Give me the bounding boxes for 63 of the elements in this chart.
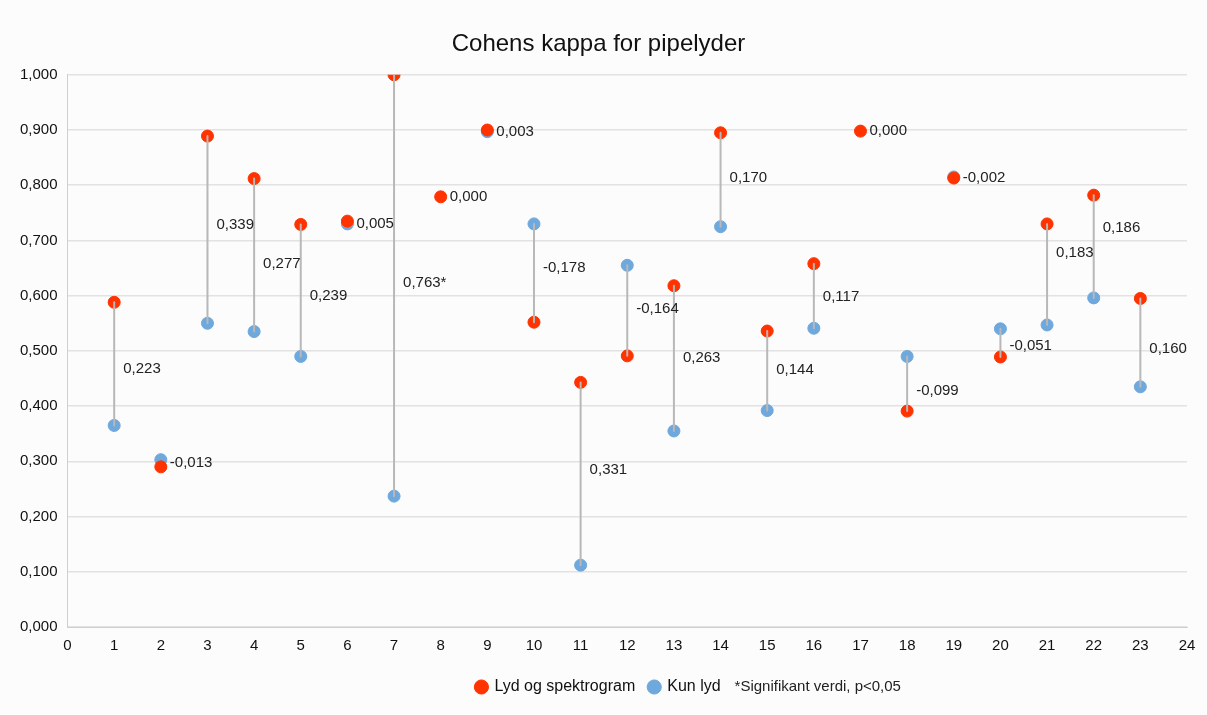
y-tick-label: 0,700 xyxy=(19,230,58,248)
x-tick-label: 15 xyxy=(758,636,776,654)
y-tick-label: 1,000 xyxy=(19,64,58,82)
annotation: 0,117 xyxy=(822,287,860,305)
annotation: -0,178 xyxy=(542,257,586,275)
x-tick-label: 17 xyxy=(852,636,869,654)
annotation: 0,331 xyxy=(589,460,628,478)
x-tick-label: 8 xyxy=(436,636,445,654)
annotation: 0,000 xyxy=(449,186,488,204)
x-tick-label: 0 xyxy=(63,636,72,654)
chart-title: Cohens kappa for pipelyder xyxy=(451,29,746,57)
x-tick-label: 7 xyxy=(389,636,399,654)
legend-label: Kun lyd xyxy=(667,677,721,695)
annotation: 0,144 xyxy=(776,359,814,377)
y-tick-label: 0,500 xyxy=(19,341,58,359)
x-tick-label: 21 xyxy=(1038,636,1056,654)
annotation: -0,002 xyxy=(962,168,1006,186)
annotation: 0,183 xyxy=(1056,243,1094,261)
y-tick-label: 0,000 xyxy=(19,617,58,635)
y-tick-label: 0,300 xyxy=(19,451,58,469)
annotation: 0,170 xyxy=(729,168,768,186)
annotation: 0,263 xyxy=(682,347,721,365)
x-tick-label: 19 xyxy=(945,636,963,654)
x-tick-label: 9 xyxy=(483,636,492,654)
x-tick-label: 1 xyxy=(110,636,119,654)
annotation: 0,239 xyxy=(309,286,348,304)
text: *Signifikant verdi, p<0,05 xyxy=(734,677,901,695)
x-tick-label: 14 xyxy=(712,636,729,654)
x-tick-label: 18 xyxy=(898,636,916,654)
annotation: 0,277 xyxy=(263,253,301,271)
x-tick-label: 10 xyxy=(525,636,543,654)
annotation: 0,339 xyxy=(216,215,255,233)
annotation: 0,186 xyxy=(1102,218,1141,236)
y-tick-label: 0,600 xyxy=(19,285,58,303)
annotation: -0,051 xyxy=(1009,336,1052,354)
x-tick-label: 20 xyxy=(992,636,1009,654)
annotation: 0,003 xyxy=(496,121,534,139)
x-tick-label: 6 xyxy=(343,636,352,654)
x-tick-label: 13 xyxy=(665,636,683,654)
y-tick-label: 0,200 xyxy=(19,506,58,524)
y-tick-label: 0,800 xyxy=(19,175,58,193)
annotation: 0,000 xyxy=(869,121,908,139)
annotation: 0,223 xyxy=(123,358,161,376)
x-tick-label: 12 xyxy=(618,636,636,654)
x-tick-label: 3 xyxy=(203,636,212,654)
annotation: -0,013 xyxy=(169,453,213,471)
x-tick-label: 2 xyxy=(156,636,165,654)
x-tick-label: 22 xyxy=(1085,636,1103,654)
x-tick-label: 5 xyxy=(296,636,305,654)
y-tick-label: 0,900 xyxy=(19,120,58,138)
annotation: 0,160 xyxy=(1149,338,1187,356)
x-tick-label: 4 xyxy=(249,636,259,654)
x-tick-label: 24 xyxy=(1178,636,1196,654)
annotation: 0,005 xyxy=(356,214,394,232)
x-tick-label: 11 xyxy=(572,636,589,654)
x-tick-label: 23 xyxy=(1132,636,1149,654)
y-tick-label: 0,100 xyxy=(19,561,58,579)
legend-label: Lyd og spektrogram xyxy=(494,677,636,695)
x-tick-label: 16 xyxy=(805,636,823,654)
annotation: 0,763* xyxy=(403,273,447,291)
annotation: -0,099 xyxy=(916,381,959,399)
y-tick-label: 0,400 xyxy=(19,396,58,414)
annotation: -0,164 xyxy=(636,299,679,317)
